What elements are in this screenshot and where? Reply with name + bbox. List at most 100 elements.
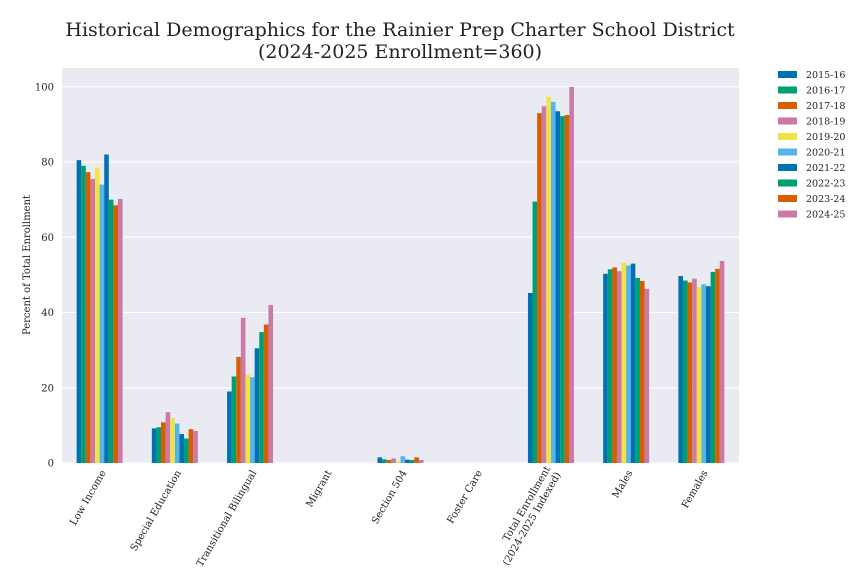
bar bbox=[250, 377, 255, 463]
chart-subtitle: (2024-2025 Enrollment=360) bbox=[258, 41, 542, 63]
legend-swatch bbox=[778, 210, 797, 218]
bar bbox=[682, 280, 688, 463]
y-tick-labels: 0 20 40 60 80 100 bbox=[35, 82, 54, 469]
bar bbox=[259, 332, 264, 463]
y-tick-label: 0 bbox=[48, 459, 54, 470]
bar bbox=[85, 172, 91, 463]
bar bbox=[400, 456, 406, 463]
legend-label: 2020-21 bbox=[806, 148, 845, 159]
bar bbox=[391, 458, 396, 463]
bar bbox=[418, 459, 424, 463]
bar bbox=[644, 288, 650, 463]
bar bbox=[99, 184, 105, 463]
bar bbox=[81, 165, 86, 464]
bar bbox=[603, 273, 608, 463]
x-tick-labels: Low Income Special Education Transitional … bbox=[68, 464, 711, 569]
x-tick-label: Low Income bbox=[68, 468, 108, 527]
bar bbox=[174, 423, 180, 463]
legend-swatch bbox=[778, 195, 797, 202]
bar bbox=[161, 422, 166, 463]
x-tick-label: Males bbox=[611, 469, 636, 501]
bar bbox=[626, 265, 631, 463]
bar bbox=[151, 428, 157, 463]
legend-swatch bbox=[778, 148, 797, 156]
legend-swatch bbox=[778, 86, 797, 94]
legend-label: 2019-20 bbox=[806, 132, 845, 143]
legend-label: 2017-18 bbox=[806, 101, 845, 112]
legend-swatch bbox=[778, 133, 797, 140]
bar bbox=[395, 461, 401, 463]
x-tick-label: Migrant bbox=[304, 469, 334, 510]
bar bbox=[635, 277, 640, 463]
bar bbox=[607, 269, 613, 463]
x-tick-label: Transitional Bilingual bbox=[195, 469, 259, 569]
bar bbox=[550, 101, 556, 463]
bar bbox=[104, 154, 109, 463]
bar bbox=[612, 267, 617, 463]
legend-label: 2023-24 bbox=[806, 194, 845, 205]
y-tick-label: 100 bbox=[35, 82, 54, 93]
bar bbox=[409, 459, 415, 463]
bar bbox=[701, 284, 706, 463]
bar bbox=[621, 262, 627, 463]
y-tick-label: 40 bbox=[41, 308, 54, 319]
bar bbox=[90, 178, 96, 463]
bar bbox=[188, 429, 194, 463]
bar bbox=[268, 305, 274, 463]
bar bbox=[76, 160, 82, 463]
bar bbox=[715, 268, 720, 463]
bar bbox=[569, 86, 574, 464]
bar bbox=[240, 317, 246, 463]
bar bbox=[377, 457, 383, 463]
bar bbox=[564, 115, 570, 464]
legend-swatch bbox=[778, 164, 797, 171]
bar bbox=[193, 431, 198, 463]
bar bbox=[184, 438, 189, 463]
bar bbox=[705, 286, 711, 463]
legend-swatch bbox=[778, 102, 797, 109]
y-tick-label: 20 bbox=[41, 383, 54, 394]
bar bbox=[678, 276, 683, 463]
legend-label: 2018-19 bbox=[806, 117, 845, 128]
legend-label: 2016-17 bbox=[806, 86, 845, 97]
legend: 2015-16 2016-17 2017-18 2018-19 2019-20 2020-… bbox=[778, 70, 845, 221]
legend-label: 2022-23 bbox=[806, 179, 845, 190]
bar bbox=[616, 271, 622, 463]
bar bbox=[165, 412, 171, 463]
chart-title: Historical Demographics for the Rainier … bbox=[65, 19, 735, 41]
y-tick-label: 60 bbox=[41, 233, 54, 244]
x-tick-label: Foster Care bbox=[446, 468, 485, 525]
bar bbox=[692, 278, 697, 463]
bar bbox=[108, 199, 114, 463]
bar bbox=[382, 459, 387, 463]
bar bbox=[231, 376, 237, 463]
bar bbox=[170, 417, 175, 463]
bar bbox=[532, 201, 538, 464]
legend-label: 2021-22 bbox=[806, 163, 845, 174]
x-tick-label: Females bbox=[680, 469, 711, 511]
bar bbox=[719, 260, 725, 463]
bar bbox=[639, 280, 645, 463]
legend-swatch bbox=[778, 179, 797, 187]
bars-group bbox=[76, 86, 725, 464]
bar bbox=[236, 356, 241, 463]
bar bbox=[687, 282, 693, 463]
x-tick-label: Special Education bbox=[129, 468, 185, 553]
bar bbox=[254, 348, 260, 463]
bar bbox=[118, 198, 123, 463]
bar bbox=[386, 459, 392, 463]
bar bbox=[527, 292, 533, 463]
bar bbox=[560, 116, 565, 464]
x-tick-label: Section 504 bbox=[370, 469, 410, 527]
bar bbox=[263, 324, 269, 463]
bar bbox=[227, 391, 232, 463]
bar bbox=[696, 286, 702, 463]
bar bbox=[541, 106, 547, 463]
bar bbox=[546, 96, 551, 463]
y-tick-label: 80 bbox=[41, 158, 54, 169]
y-axis-label: Percent of Total Enrollment bbox=[22, 195, 33, 335]
bar bbox=[156, 427, 162, 463]
bar bbox=[630, 263, 636, 463]
x-tick-label: Total Enrollment(2024-2025 Indexed) bbox=[491, 464, 564, 567]
